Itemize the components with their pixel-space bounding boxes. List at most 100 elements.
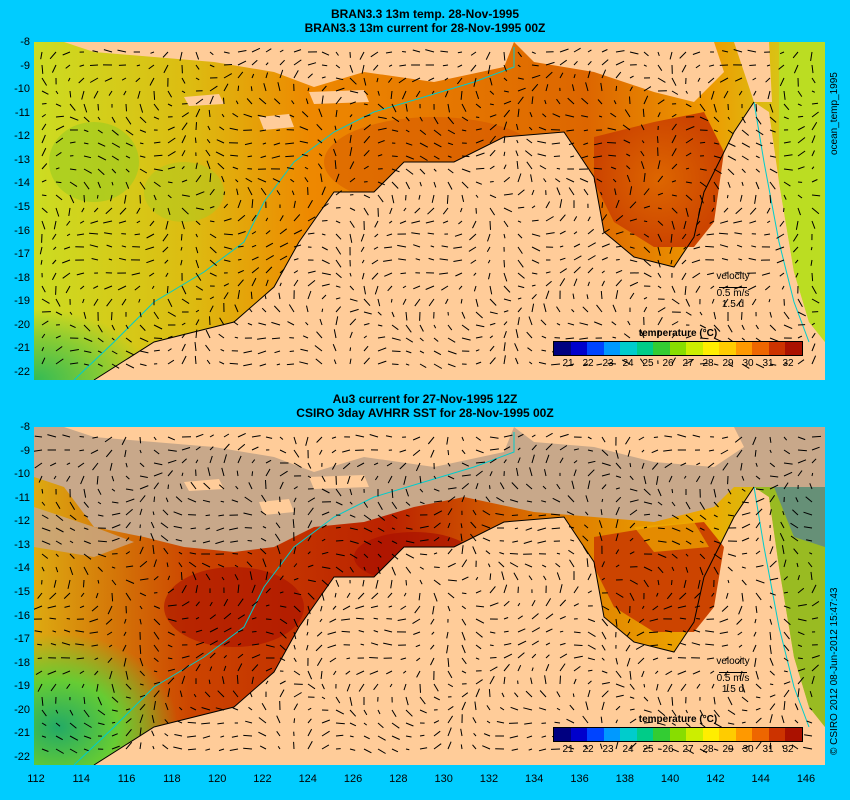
current-vector: [495, 513, 505, 516]
current-vector: [790, 535, 799, 542]
current-vector: [699, 566, 704, 576]
current-vector: [705, 630, 715, 633]
current-vector: [629, 579, 638, 585]
current-vector: [657, 77, 666, 83]
current-vector: [475, 483, 479, 490]
current-vector: [335, 579, 340, 587]
current-vector: [405, 324, 412, 333]
current-vector: [671, 90, 679, 95]
current-vector: [755, 508, 763, 516]
current-vector: [181, 112, 189, 118]
current-vector: [496, 496, 505, 503]
current-vector: [83, 337, 93, 342]
current-vector: [489, 149, 496, 157]
current-vector: [503, 77, 508, 82]
current-vector: [383, 259, 393, 262]
current-vector: [556, 322, 561, 326]
colorbar-tick-label: 29: [722, 744, 734, 755]
current-vector: [251, 676, 254, 685]
current-vector: [399, 64, 407, 67]
x-tick-label: 138: [615, 773, 634, 785]
current-vector: [299, 361, 309, 365]
current-vector: [545, 232, 555, 235]
current-vector: [202, 499, 211, 503]
current-vector: [461, 462, 470, 467]
current-vector: [501, 571, 505, 581]
current-vector: [67, 77, 71, 82]
current-vector: [136, 220, 141, 224]
current-vector: [385, 435, 393, 438]
current-vector: [307, 290, 312, 300]
current-vector: [69, 90, 72, 98]
current-vector: [321, 85, 327, 92]
current-vector: [320, 605, 323, 612]
current-vector: [559, 433, 569, 438]
current-vector: [769, 363, 777, 366]
current-vector: [663, 449, 673, 452]
current-vector: [469, 233, 477, 241]
current-vector: [153, 194, 157, 201]
current-vector: [195, 77, 200, 81]
current-vector: [69, 141, 76, 144]
current-vector: [741, 501, 749, 504]
current-vector: [69, 540, 74, 544]
current-vector: [615, 231, 624, 235]
current-vector: [108, 258, 113, 261]
current-vector: [37, 683, 43, 692]
current-vector: [677, 605, 687, 609]
current-vector: [83, 324, 91, 332]
current-vector: [461, 181, 469, 189]
current-vector: [377, 116, 387, 120]
current-vector: [475, 590, 482, 594]
current-vector: [402, 670, 407, 674]
current-vector: [657, 709, 666, 717]
current-vector: [391, 103, 397, 113]
current-vector: [474, 498, 477, 503]
current-vector: [97, 709, 106, 716]
current-vector: [223, 598, 229, 607]
bottom-title-line2: CSIRO 3day AVHRR SST for 28-Nov-1995 00Z: [296, 406, 554, 420]
current-vector: [543, 575, 547, 581]
current-vector: [153, 168, 163, 172]
current-vector: [150, 51, 155, 54]
current-vector: [713, 696, 716, 705]
current-vector: [349, 318, 357, 326]
current-vector: [90, 220, 99, 224]
current-vector: [806, 720, 813, 724]
current-vector: [167, 194, 172, 199]
current-vector: [447, 350, 457, 355]
current-vector: [559, 663, 566, 672]
current-vector: [719, 77, 729, 83]
current-vector: [475, 679, 483, 685]
current-vector: [83, 566, 89, 576]
current-vector: [501, 692, 505, 698]
current-vector: [89, 64, 99, 66]
current-vector: [550, 513, 561, 516]
current-vector: [399, 462, 407, 470]
colorbar-swatch: [752, 342, 769, 355]
current-vector: [769, 670, 775, 676]
current-vector: [545, 84, 549, 92]
current-vector: [515, 150, 519, 157]
current-vector: [741, 363, 750, 369]
current-vector: [727, 553, 737, 557]
current-vector: [251, 435, 261, 438]
current-vector: [528, 126, 533, 131]
current-vector: [769, 535, 772, 542]
current-vector: [769, 436, 772, 443]
current-vector: [349, 488, 353, 496]
current-vector: [657, 722, 666, 726]
current-vector: [286, 363, 295, 366]
current-vector: [249, 571, 253, 581]
current-vector: [374, 233, 379, 238]
current-vector: [139, 436, 142, 444]
current-vector: [601, 473, 611, 477]
current-vector: [405, 488, 409, 497]
current-vector: [55, 125, 65, 131]
current-vector: [235, 485, 239, 490]
current-vector: [615, 60, 625, 66]
current-vector: [513, 572, 519, 581]
current-vector: [307, 670, 313, 680]
current-vector: [363, 540, 372, 546]
current-vector: [485, 550, 491, 555]
